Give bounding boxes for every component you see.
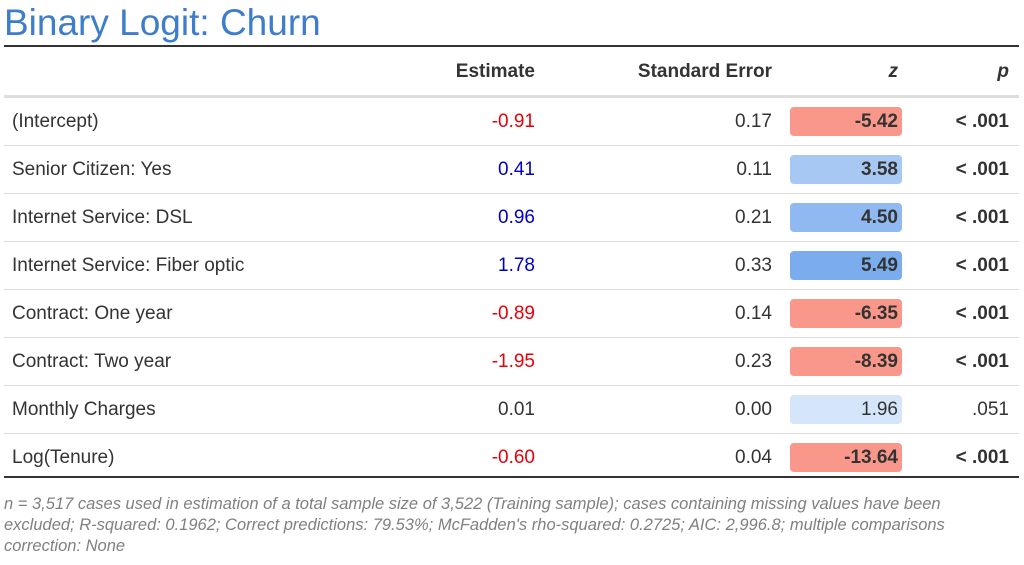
standard-error-cell: 0.17: [735, 111, 772, 132]
table-row: Contract: Two year -1.95 0.23 -8.39 < .001: [4, 338, 1019, 386]
row-label: (Intercept): [12, 111, 99, 132]
table-row: Contract: One year -0.89 0.14 -6.35 < .001: [4, 290, 1019, 338]
standard-error-cell: 0.04: [735, 447, 772, 468]
footnote: n = 3,517 cases used in estimation of a …: [4, 495, 945, 555]
row-label: Internet Service: DSL: [12, 207, 193, 228]
z-value: 1.96: [861, 399, 898, 420]
z-value: -6.35: [854, 303, 898, 324]
estimate-cell: 0.01: [498, 399, 535, 420]
estimate-cell: 1.78: [498, 255, 535, 276]
table-row: Internet Service: Fiber optic 1.78 0.33 5.4…: [4, 242, 1019, 290]
row-label: Monthly Charges: [12, 399, 156, 420]
table-row: Log(Tenure) -0.60 0.04 -13.64 < .001: [4, 434, 1019, 481]
table-row: Senior Citizen: Yes 0.41 0.11 3.58 < .001: [4, 146, 1019, 194]
estimate-cell: -0.60: [491, 447, 535, 468]
header-estimate: Estimate: [455, 61, 535, 82]
estimate-cell: 0.96: [498, 207, 535, 228]
standard-error-cell: 0.00: [735, 399, 772, 420]
estimate-cell: -0.89: [491, 303, 535, 324]
table-title: Binary Logit: Churn: [4, 2, 321, 43]
z-cell: -6.35: [790, 299, 902, 328]
p-value-cell: < .001: [955, 207, 1009, 228]
estimate-cell: -0.91: [491, 111, 535, 132]
header-standard-error: Standard Error: [637, 61, 772, 82]
standard-error-cell: 0.11: [736, 159, 772, 180]
z-value: -13.64: [844, 447, 898, 468]
table-row: Internet Service: DSL 0.96 0.21 4.50 < .001: [4, 194, 1019, 242]
p-value-cell: < .001: [955, 351, 1009, 372]
z-value: 4.50: [861, 207, 898, 228]
p-value-cell: < .001: [955, 303, 1009, 324]
top-rule: [4, 45, 1019, 47]
standard-error-cell: 0.33: [735, 255, 772, 276]
estimate-cell: -1.95: [491, 351, 535, 372]
table-header: Estimate Standard Error z p: [4, 47, 1019, 98]
z-cell: 3.58: [790, 155, 902, 184]
standard-error-cell: 0.21: [735, 207, 772, 228]
z-value: -8.39: [854, 351, 898, 372]
z-cell: 4.50: [790, 203, 902, 232]
p-value-cell: < .001: [955, 111, 1009, 132]
header-z: z: [888, 61, 899, 82]
p-value-cell: .051: [972, 399, 1009, 420]
row-label: Log(Tenure): [12, 447, 115, 468]
z-cell: -8.39: [790, 347, 902, 376]
z-cell: -5.42: [790, 107, 902, 136]
z-cell: -13.64: [790, 443, 902, 472]
z-value: 5.49: [861, 255, 898, 276]
p-value-cell: < .001: [955, 159, 1009, 180]
header-p: p: [997, 61, 1009, 82]
standard-error-cell: 0.14: [735, 303, 772, 324]
bottom-rule: [4, 476, 1019, 478]
row-label: Senior Citizen: Yes: [12, 159, 172, 180]
estimate-cell: 0.41: [498, 159, 535, 180]
table-row: Monthly Charges 0.01 0.00 1.96 .051: [4, 386, 1019, 434]
p-value-cell: < .001: [955, 255, 1009, 276]
row-label: Contract: One year: [12, 303, 173, 324]
table-body: (Intercept) -0.91 0.17 -5.42 < .001 Senior Ci…: [4, 98, 1019, 481]
z-cell: 5.49: [790, 251, 902, 280]
p-value-cell: < .001: [955, 447, 1009, 468]
standard-error-cell: 0.23: [735, 351, 772, 372]
row-label: Contract: Two year: [12, 351, 172, 372]
table-row: (Intercept) -0.91 0.17 -5.42 < .001: [4, 98, 1019, 146]
row-label: Internet Service: Fiber optic: [12, 255, 245, 276]
z-cell: 1.96: [790, 395, 902, 424]
z-value: -5.42: [854, 111, 898, 132]
z-value: 3.58: [861, 159, 898, 180]
